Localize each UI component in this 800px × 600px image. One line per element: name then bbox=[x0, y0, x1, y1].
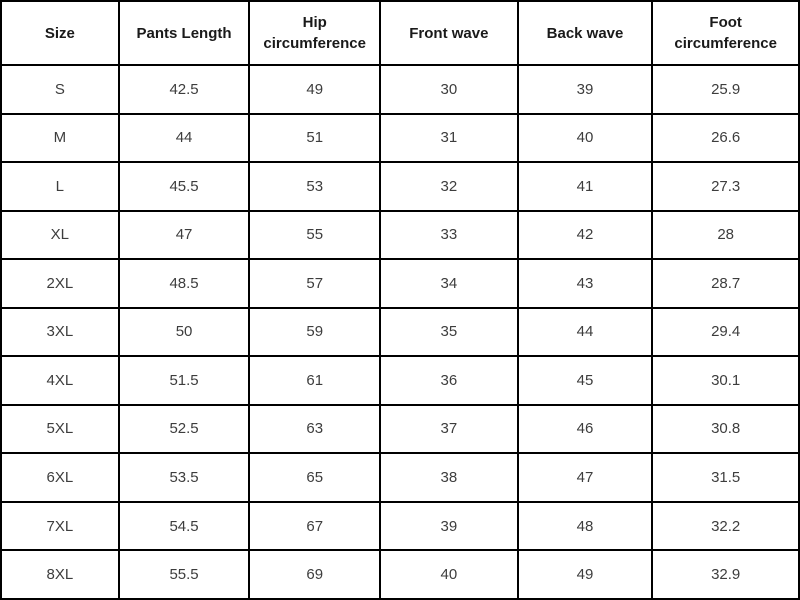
table-header: Size Pants Length Hip circumference Fron… bbox=[0, 0, 800, 66]
foot-circumference-cell: 32.9 bbox=[651, 549, 800, 600]
back-wave-cell: 48 bbox=[516, 500, 654, 552]
foot-circumference-cell: 30.8 bbox=[651, 403, 800, 455]
pants-length-cell: 48.5 bbox=[117, 258, 251, 309]
size-cell: 8XL bbox=[0, 549, 120, 600]
front-wave-cell: 38 bbox=[379, 452, 519, 503]
column-header-size: Size bbox=[0, 0, 120, 66]
size-cell: M bbox=[0, 112, 120, 164]
back-wave-cell: 41 bbox=[516, 161, 654, 212]
column-header-foot-circumference: Foot circumference bbox=[651, 0, 800, 66]
front-wave-cell: 32 bbox=[379, 161, 519, 212]
table-row: S 42.5 49 30 39 25.9 bbox=[0, 64, 800, 115]
table-row: 7XL 54.5 67 39 48 32.2 bbox=[0, 500, 800, 552]
table-row: 8XL 55.5 69 40 49 32.9 bbox=[0, 549, 800, 600]
hip-circumference-cell: 59 bbox=[248, 306, 382, 358]
back-wave-cell: 42 bbox=[516, 209, 654, 261]
size-cell: L bbox=[0, 161, 120, 212]
hip-circumference-cell: 69 bbox=[248, 549, 382, 600]
header-row: Size Pants Length Hip circumference Fron… bbox=[0, 0, 800, 66]
pants-length-cell: 55.5 bbox=[117, 549, 251, 600]
front-wave-cell: 34 bbox=[379, 258, 519, 309]
table-row: 5XL 52.5 63 37 46 30.8 bbox=[0, 403, 800, 455]
hip-circumference-cell: 57 bbox=[248, 258, 382, 309]
table-row: 6XL 53.5 65 38 47 31.5 bbox=[0, 452, 800, 503]
size-cell: 6XL bbox=[0, 452, 120, 503]
front-wave-cell: 37 bbox=[379, 403, 519, 455]
foot-circumference-cell: 31.5 bbox=[651, 452, 800, 503]
table-row: 2XL 48.5 57 34 43 28.7 bbox=[0, 258, 800, 309]
foot-circumference-cell: 32.2 bbox=[651, 500, 800, 552]
pants-length-cell: 47 bbox=[117, 209, 251, 261]
front-wave-cell: 36 bbox=[379, 355, 519, 406]
foot-circumference-cell: 28 bbox=[651, 209, 800, 261]
hip-circumference-cell: 65 bbox=[248, 452, 382, 503]
pants-length-cell: 52.5 bbox=[117, 403, 251, 455]
foot-circumference-cell: 27.3 bbox=[651, 161, 800, 212]
back-wave-cell: 39 bbox=[516, 64, 654, 115]
foot-circumference-cell: 28.7 bbox=[651, 258, 800, 309]
table-row: 3XL 50 59 35 44 29.4 bbox=[0, 306, 800, 358]
size-cell: S bbox=[0, 64, 120, 115]
size-cell: 4XL bbox=[0, 355, 120, 406]
front-wave-cell: 31 bbox=[379, 112, 519, 164]
column-header-hip-circumference: Hip circumference bbox=[248, 0, 382, 66]
front-wave-cell: 35 bbox=[379, 306, 519, 358]
hip-circumference-cell: 51 bbox=[248, 112, 382, 164]
back-wave-cell: 40 bbox=[516, 112, 654, 164]
pants-length-cell: 51.5 bbox=[117, 355, 251, 406]
hip-circumference-cell: 49 bbox=[248, 64, 382, 115]
size-cell: 3XL bbox=[0, 306, 120, 358]
pants-length-cell: 50 bbox=[117, 306, 251, 358]
size-cell: 2XL bbox=[0, 258, 120, 309]
back-wave-cell: 43 bbox=[516, 258, 654, 309]
front-wave-cell: 30 bbox=[379, 64, 519, 115]
column-header-front-wave: Front wave bbox=[379, 0, 519, 66]
foot-circumference-cell: 29.4 bbox=[651, 306, 800, 358]
hip-circumference-cell: 53 bbox=[248, 161, 382, 212]
table-row: 4XL 51.5 61 36 45 30.1 bbox=[0, 355, 800, 406]
back-wave-cell: 45 bbox=[516, 355, 654, 406]
back-wave-cell: 44 bbox=[516, 306, 654, 358]
pants-length-cell: 44 bbox=[117, 112, 251, 164]
size-cell: 5XL bbox=[0, 403, 120, 455]
size-cell: 7XL bbox=[0, 500, 120, 552]
hip-circumference-cell: 67 bbox=[248, 500, 382, 552]
hip-circumference-cell: 63 bbox=[248, 403, 382, 455]
foot-circumference-cell: 30.1 bbox=[651, 355, 800, 406]
foot-circumference-cell: 26.6 bbox=[651, 112, 800, 164]
foot-circumference-cell: 25.9 bbox=[651, 64, 800, 115]
pants-length-cell: 53.5 bbox=[117, 452, 251, 503]
table-row: XL 47 55 33 42 28 bbox=[0, 209, 800, 261]
size-cell: XL bbox=[0, 209, 120, 261]
back-wave-cell: 49 bbox=[516, 549, 654, 600]
table-row: L 45.5 53 32 41 27.3 bbox=[0, 161, 800, 212]
front-wave-cell: 33 bbox=[379, 209, 519, 261]
pants-length-cell: 42.5 bbox=[117, 64, 251, 115]
front-wave-cell: 40 bbox=[379, 549, 519, 600]
back-wave-cell: 46 bbox=[516, 403, 654, 455]
back-wave-cell: 47 bbox=[516, 452, 654, 503]
column-header-pants-length: Pants Length bbox=[117, 0, 251, 66]
column-header-back-wave: Back wave bbox=[516, 0, 654, 66]
pants-length-cell: 45.5 bbox=[117, 161, 251, 212]
front-wave-cell: 39 bbox=[379, 500, 519, 552]
table-body: S 42.5 49 30 39 25.9 M 44 51 31 40 26.6 bbox=[0, 64, 800, 600]
hip-circumference-cell: 61 bbox=[248, 355, 382, 406]
hip-circumference-cell: 55 bbox=[248, 209, 382, 261]
pants-length-cell: 54.5 bbox=[117, 500, 251, 552]
table-row: M 44 51 31 40 26.6 bbox=[0, 112, 800, 164]
